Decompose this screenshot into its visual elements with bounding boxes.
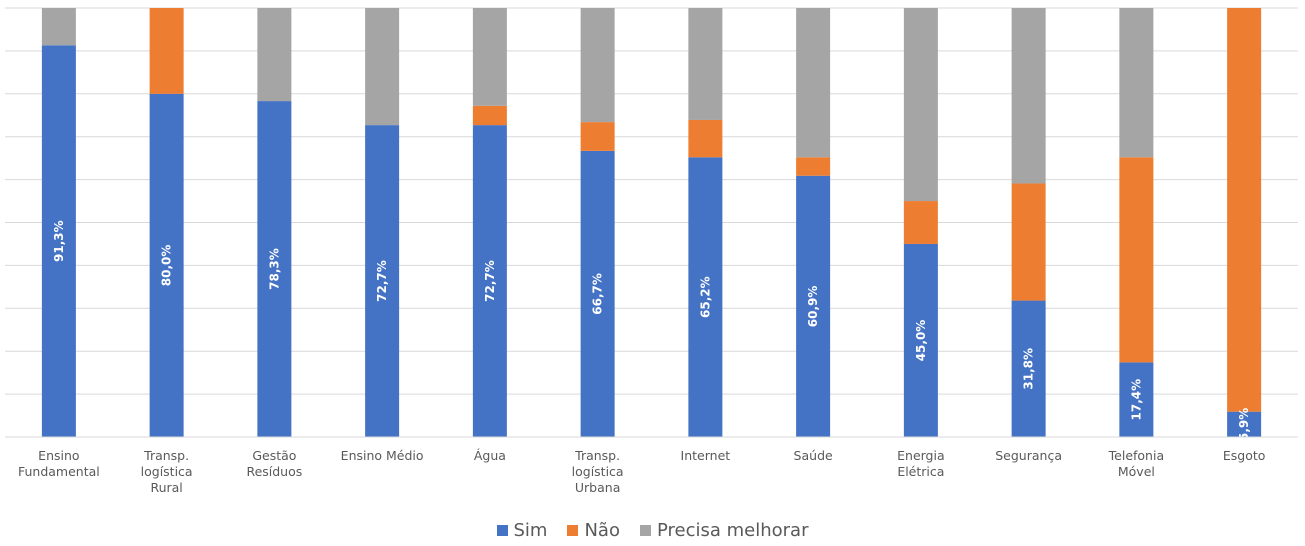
bar-segment-não bbox=[688, 119, 723, 158]
bar-segment-sim bbox=[796, 175, 831, 437]
bar-segment-precisa-melhorar bbox=[688, 8, 723, 120]
bar-segment-precisa-melhorar bbox=[1011, 8, 1046, 184]
category-label: Esgoto bbox=[1223, 448, 1266, 463]
category-label: Gestão Resíduos bbox=[246, 448, 302, 479]
data-label: 45,0% bbox=[914, 320, 928, 362]
category-label: Internet bbox=[681, 448, 731, 463]
bar-segment-precisa-melhorar bbox=[580, 8, 615, 123]
legend-label: Não bbox=[584, 520, 620, 541]
data-label: 60,9% bbox=[806, 286, 820, 328]
category-label: Telefonia Móvel bbox=[1108, 448, 1164, 479]
bar-segment-sim bbox=[903, 243, 938, 437]
bar-segment-sim bbox=[1119, 362, 1154, 437]
chart-plot: 91,3% Ensino Fundamental 80,0% Transp. logíst… bbox=[5, 7, 1298, 495]
bar-segment-precisa-melhorar bbox=[903, 8, 938, 202]
legend-item: Precisa melhorar bbox=[639, 520, 809, 541]
category-label: Saúde bbox=[794, 448, 833, 463]
bar-segment-sim bbox=[472, 125, 507, 437]
legend-label: Sim bbox=[513, 520, 548, 541]
data-label: 66,7% bbox=[591, 273, 605, 315]
bar-segment-precisa-melhorar bbox=[1119, 8, 1154, 158]
bar-segment-sim bbox=[41, 45, 76, 438]
chart-legend: Sim Não Precisa melhorar bbox=[0, 520, 1305, 541]
category-label: Segurança bbox=[995, 448, 1062, 463]
category-label: Transp. logística Urbana bbox=[572, 448, 624, 495]
data-label: 31,8% bbox=[1022, 348, 1036, 390]
category-label: Ensino Fundamental bbox=[18, 448, 100, 479]
bar-segment-não bbox=[1227, 8, 1262, 412]
legend-swatch bbox=[639, 525, 651, 536]
bar-segment-sim bbox=[1227, 411, 1262, 437]
legend-item: Não bbox=[567, 520, 620, 541]
bar-segment-sim bbox=[365, 125, 400, 437]
bar-segment-precisa-melhorar bbox=[365, 8, 400, 126]
category-label: Transp. logística Rural bbox=[141, 448, 193, 495]
bar-segment-não bbox=[472, 105, 507, 126]
legend-label: Precisa melhorar bbox=[656, 520, 809, 541]
data-label: 65,2% bbox=[698, 276, 712, 318]
data-label: 5,9% bbox=[1237, 408, 1251, 441]
bar-segment-precisa-melhorar bbox=[796, 8, 831, 158]
data-label: 72,7% bbox=[483, 260, 497, 302]
bar-segment-sim bbox=[580, 150, 615, 437]
bar-segment-sim bbox=[149, 93, 184, 438]
bar-segment-sim bbox=[257, 101, 292, 437]
data-label: 91,3% bbox=[52, 220, 66, 262]
bar-segment-não bbox=[1119, 157, 1154, 363]
category-label: Água bbox=[474, 448, 506, 463]
legend-swatch bbox=[567, 525, 579, 536]
bar-segment-precisa-melhorar bbox=[41, 8, 76, 46]
bar-segment-precisa-melhorar bbox=[472, 8, 507, 106]
data-label: 80,0% bbox=[160, 245, 174, 287]
bar-segment-não bbox=[149, 8, 184, 94]
bar-segment-não bbox=[796, 157, 831, 176]
bar-segment-sim bbox=[688, 157, 723, 438]
category-label: Ensino Médio bbox=[341, 448, 424, 463]
data-label: 17,4% bbox=[1129, 379, 1143, 421]
bar-segment-não bbox=[903, 201, 938, 244]
bar-segment-não bbox=[1011, 183, 1046, 301]
data-label: 78,3% bbox=[267, 248, 281, 290]
bar-segment-não bbox=[580, 122, 615, 151]
data-label: 72,7% bbox=[375, 260, 389, 302]
bar-segment-precisa-melhorar bbox=[257, 8, 292, 102]
legend-item: Sim bbox=[496, 520, 548, 541]
category-label: Energia Elétrica bbox=[897, 448, 945, 479]
bar-segment-sim bbox=[1011, 300, 1046, 437]
legend-swatch bbox=[496, 525, 508, 536]
